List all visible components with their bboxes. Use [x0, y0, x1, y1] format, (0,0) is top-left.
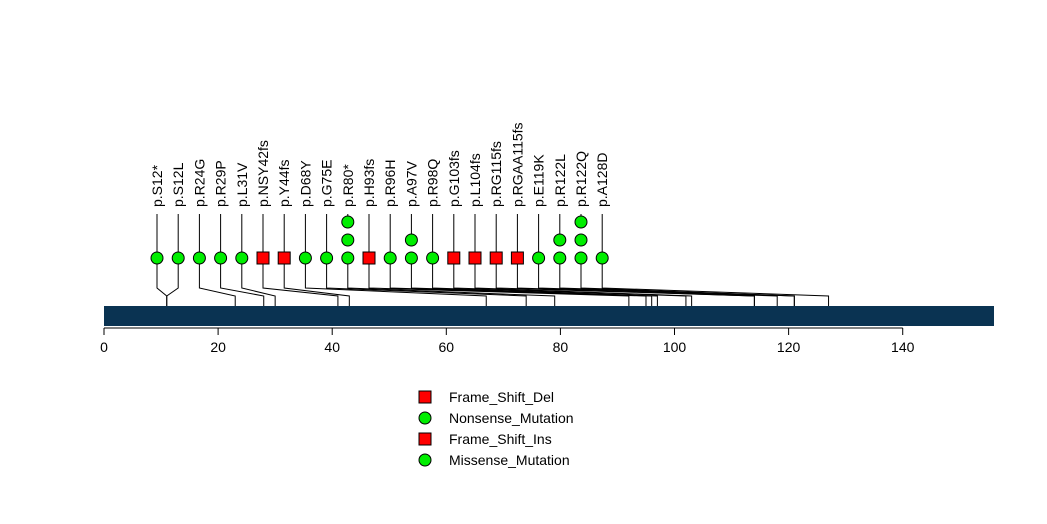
legend-label: Missense_Mutation — [449, 452, 570, 468]
mutation-connector — [368, 258, 630, 306]
frame-shift-marker — [362, 251, 376, 265]
frame-shift-marker — [510, 251, 524, 265]
x-tick-label: 40 — [324, 339, 340, 355]
point-mutation-marker — [320, 251, 334, 265]
mutation-label: p.RG115fs — [488, 141, 504, 207]
mutation-label: p.Y44fs — [276, 160, 292, 207]
mutation-label: p.A128D — [594, 153, 610, 207]
mutation-connector — [241, 258, 276, 306]
legend: Frame_Shift_Del Nonsense_Mutation Frame_Sh… — [418, 389, 574, 468]
mutation-label: p.H93fs — [361, 159, 377, 207]
mutation-connector — [166, 258, 179, 306]
legend-square-icon — [418, 390, 432, 404]
mutation-connector — [538, 258, 778, 306]
x-tick-label: 120 — [777, 339, 801, 355]
legend-square-icon — [418, 432, 432, 446]
mutation-label: p.NSY42fs — [255, 140, 271, 207]
mutation-label: p.R96H — [382, 160, 398, 207]
point-mutation-marker — [404, 233, 418, 247]
mutation-connector — [156, 258, 168, 306]
mutation-connector — [198, 258, 236, 306]
mutation-connector — [432, 258, 658, 306]
point-mutation-marker — [235, 251, 249, 265]
mutation-connector — [326, 258, 527, 306]
point-mutation-marker — [595, 251, 609, 265]
mutation-label: p.A97V — [403, 160, 419, 207]
mutation-markers — [150, 215, 609, 265]
point-mutation-marker — [383, 251, 397, 265]
x-tick-label: 0 — [100, 339, 108, 355]
x-tick-label: 140 — [891, 339, 915, 355]
point-mutation-marker — [171, 251, 185, 265]
mutation-connector — [474, 258, 693, 306]
mutation-label: p.S12L — [170, 162, 186, 207]
mutation-connector — [220, 258, 265, 306]
legend-circle-icon — [418, 411, 432, 425]
mutation-label: p.R122L — [552, 154, 568, 207]
mutation-connector — [389, 258, 647, 306]
mutation-label: p.RGAA115fs — [509, 122, 525, 207]
mutation-connector — [601, 258, 830, 306]
frame-shift-marker — [489, 251, 503, 265]
x-axis: 0 20 40 60 80 100 120 140 — [100, 327, 915, 355]
mutation-connector — [516, 258, 755, 306]
x-tick-label: 100 — [663, 339, 687, 355]
mutation-label: p.S12* — [149, 164, 165, 207]
point-mutation-marker — [532, 251, 546, 265]
point-mutation-marker — [574, 215, 588, 229]
legend-label: Frame_Shift_Ins — [449, 431, 552, 447]
mutation-labels: p.S12* p.S12L p.R24G p.R29P p.L31V p.NSY42fs p… — [149, 122, 610, 207]
point-mutation-marker — [341, 215, 355, 229]
mutation-connector — [262, 258, 339, 306]
x-tick-label: 60 — [439, 339, 455, 355]
legend-label: Frame_Shift_Del — [449, 389, 554, 405]
point-mutation-marker — [574, 233, 588, 247]
mutation-label: p.R24G — [191, 159, 207, 207]
mutation-label: p.G75E — [319, 160, 335, 207]
mutation-label: p.R29P — [213, 160, 229, 207]
point-mutation-marker — [192, 251, 206, 265]
mutation-connector — [304, 258, 487, 306]
mutation-connector — [559, 258, 795, 306]
mutation-connector — [283, 258, 350, 306]
point-mutation-marker — [214, 251, 228, 265]
frame-shift-marker — [447, 251, 461, 265]
mutation-label: p.D68Y — [297, 160, 313, 207]
mutation-label: p.L31V — [234, 162, 250, 207]
frame-shift-marker — [256, 251, 270, 265]
point-mutation-marker — [404, 251, 418, 265]
mutation-label: p.E119K — [531, 154, 547, 207]
point-mutation-marker — [574, 251, 588, 265]
mutation-connector — [495, 258, 755, 306]
point-mutation-marker — [553, 251, 567, 265]
mutation-connector — [453, 258, 687, 306]
protein-bar — [104, 306, 994, 326]
mutation-connector — [410, 258, 653, 306]
mutation-label: p.R122Q — [573, 151, 589, 207]
mutation-connector — [580, 258, 795, 306]
legend-label: Nonsense_Mutation — [449, 410, 574, 426]
mutation-connector — [347, 258, 556, 306]
frame-shift-marker — [277, 251, 291, 265]
mutation-stems — [156, 214, 830, 306]
mutation-label: p.R98Q — [425, 159, 441, 207]
x-tick-label: 80 — [553, 339, 569, 355]
frame-shift-marker — [468, 251, 482, 265]
mutation-label: p.R80* — [340, 164, 356, 207]
mutation-label: p.L104fs — [467, 153, 483, 207]
point-mutation-marker — [298, 251, 312, 265]
mutation-label: p.G103fs — [446, 150, 462, 207]
point-mutation-marker — [426, 251, 440, 265]
x-tick-label: 20 — [210, 339, 226, 355]
legend-circle-icon — [418, 453, 432, 467]
point-mutation-marker — [553, 233, 567, 247]
point-mutation-marker — [341, 233, 355, 247]
point-mutation-marker — [341, 251, 355, 265]
point-mutation-marker — [150, 251, 164, 265]
